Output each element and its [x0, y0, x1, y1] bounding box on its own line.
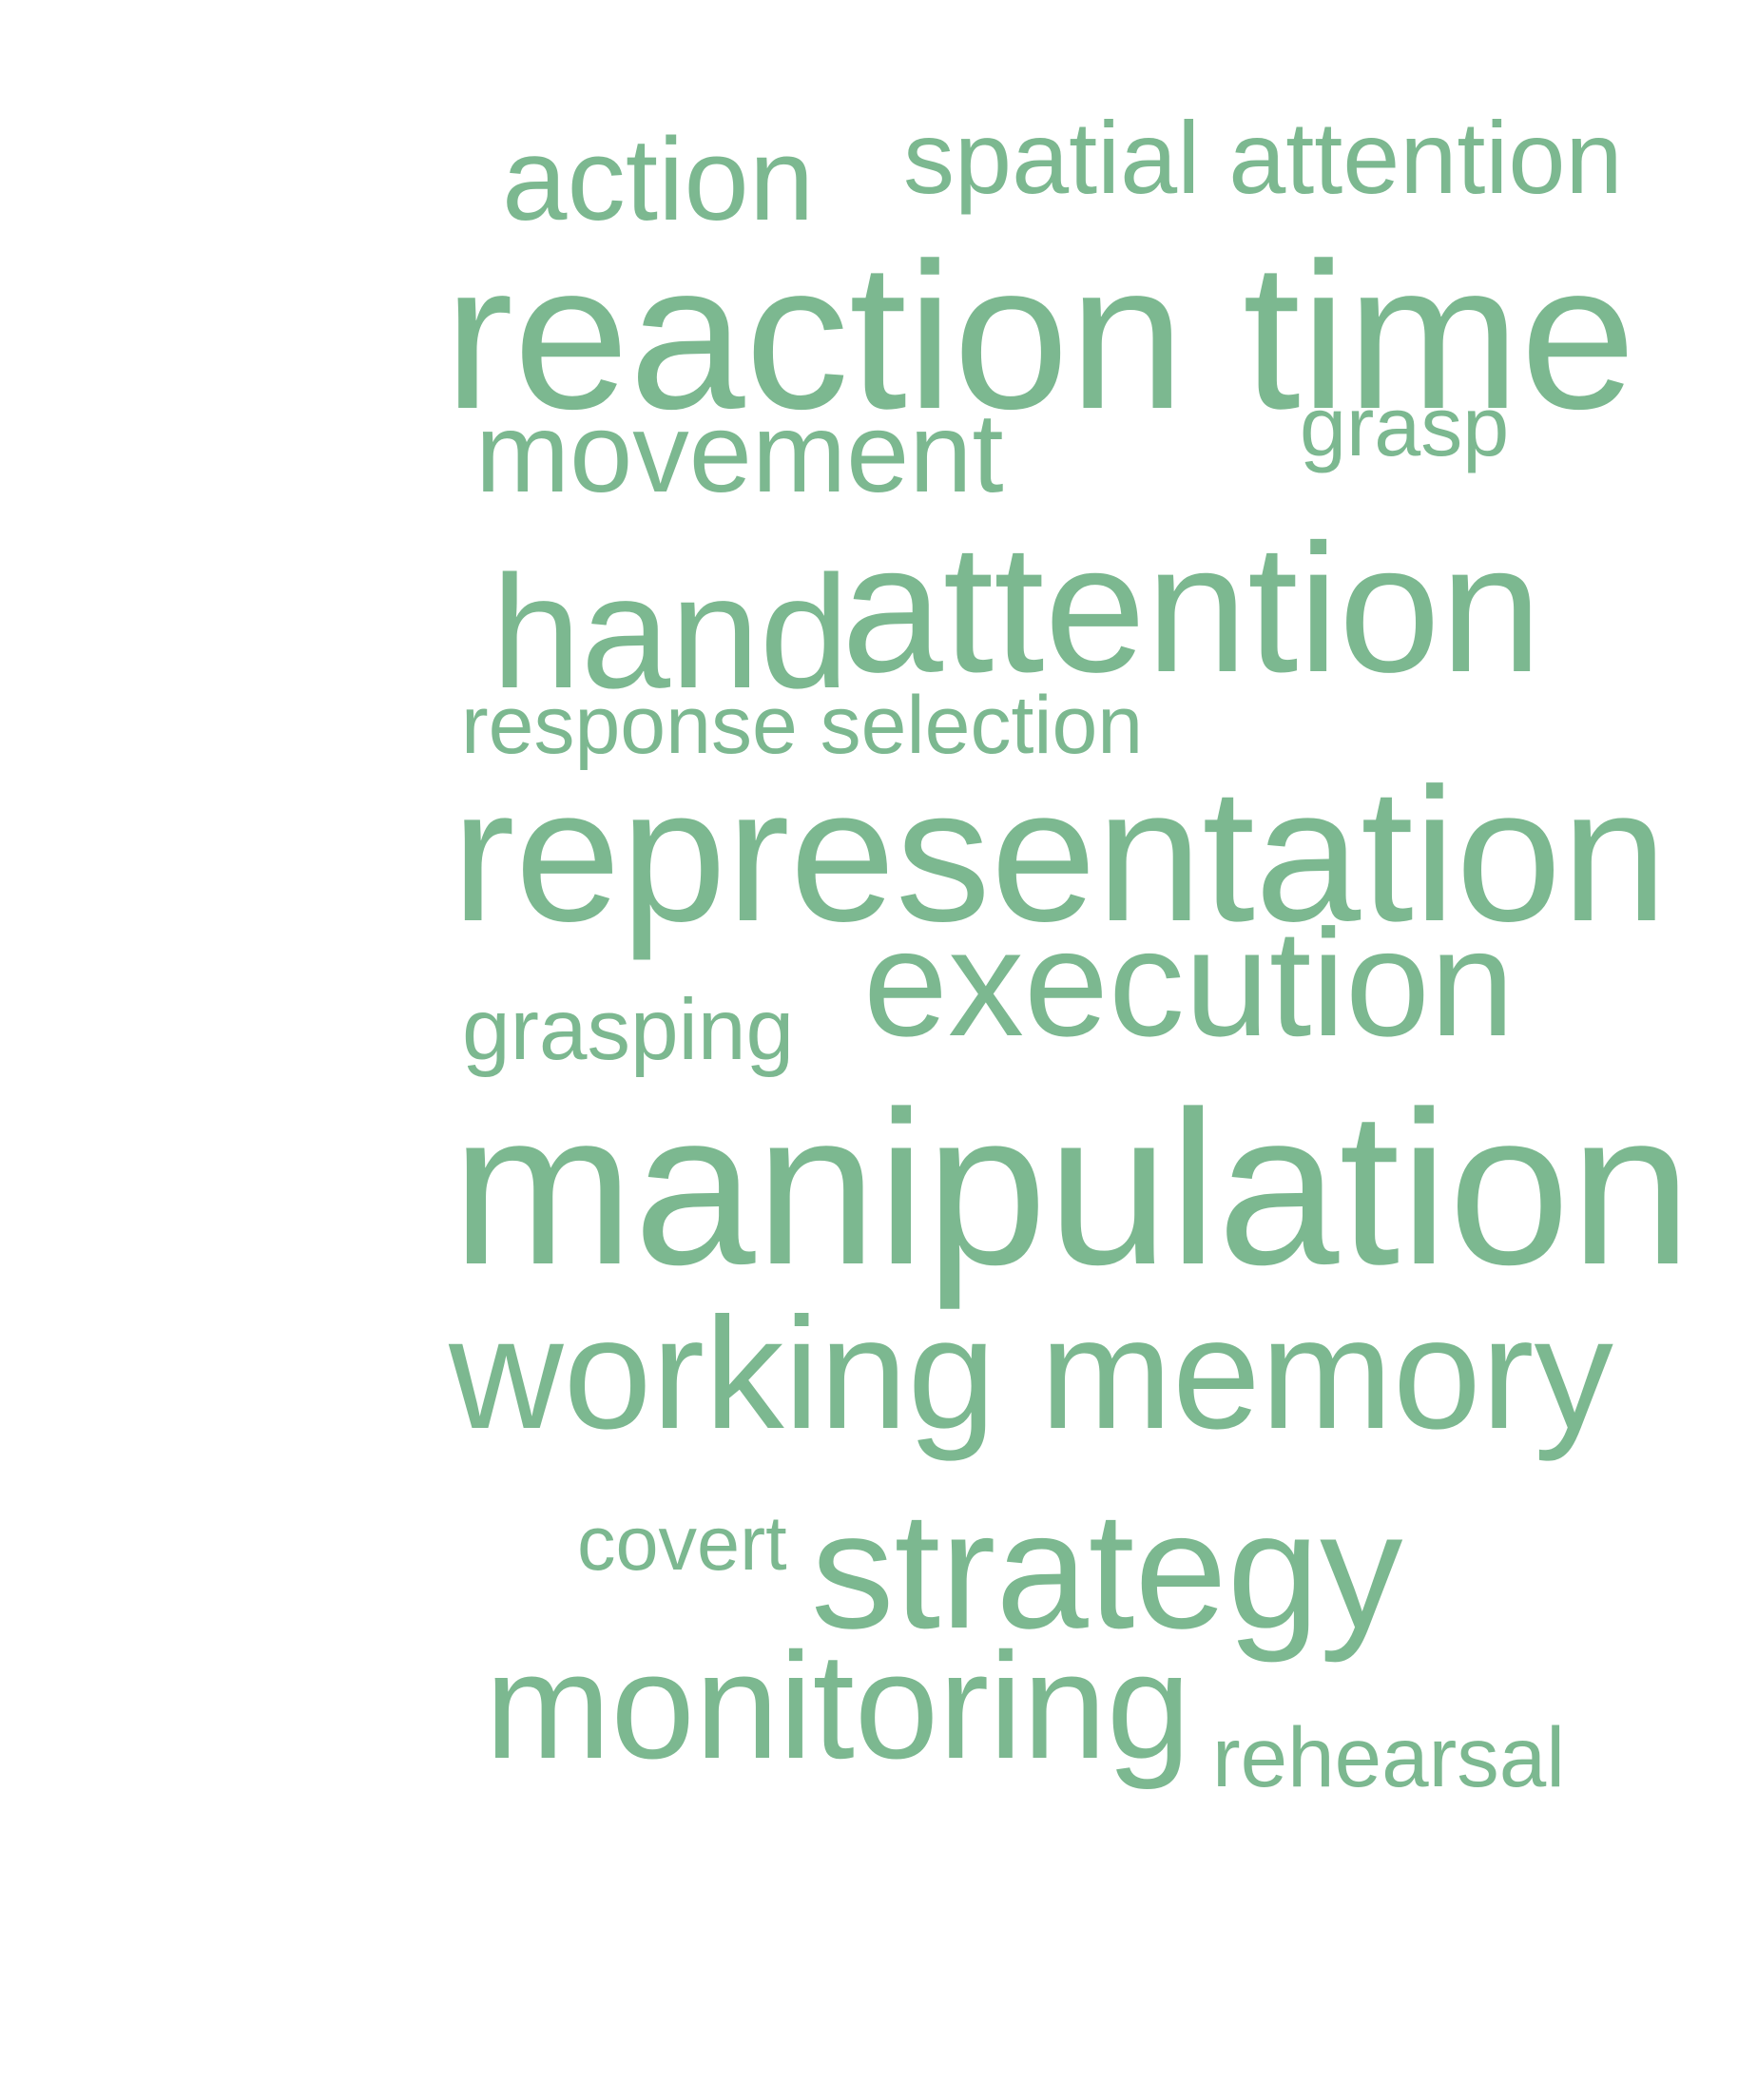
word-covert: covert — [577, 1501, 787, 1587]
word-reaction-time: reaction time — [444, 221, 1636, 453]
word-movement: movement — [475, 390, 1004, 516]
word-action: action — [502, 115, 815, 245]
word-strategy: strategy — [811, 1478, 1403, 1664]
word-representation: representation — [452, 749, 1668, 961]
word-attention: attention — [841, 506, 1542, 710]
word-manipulation: manipulation — [452, 1066, 1692, 1310]
word-response-selection: response selection — [461, 680, 1144, 771]
word-grasp: grasp — [1300, 379, 1510, 473]
word-execution: execution — [863, 897, 1515, 1068]
word-working-memory: working memory — [449, 1285, 1613, 1462]
word-grasping: grasping — [462, 982, 795, 1078]
word-monitoring: monitoring — [485, 1621, 1191, 1790]
word-rehearsal: rehearsal — [1212, 1709, 1566, 1804]
word-hand: hand — [492, 542, 849, 722]
word-spatial-attention: spatial attention — [903, 100, 1623, 215]
